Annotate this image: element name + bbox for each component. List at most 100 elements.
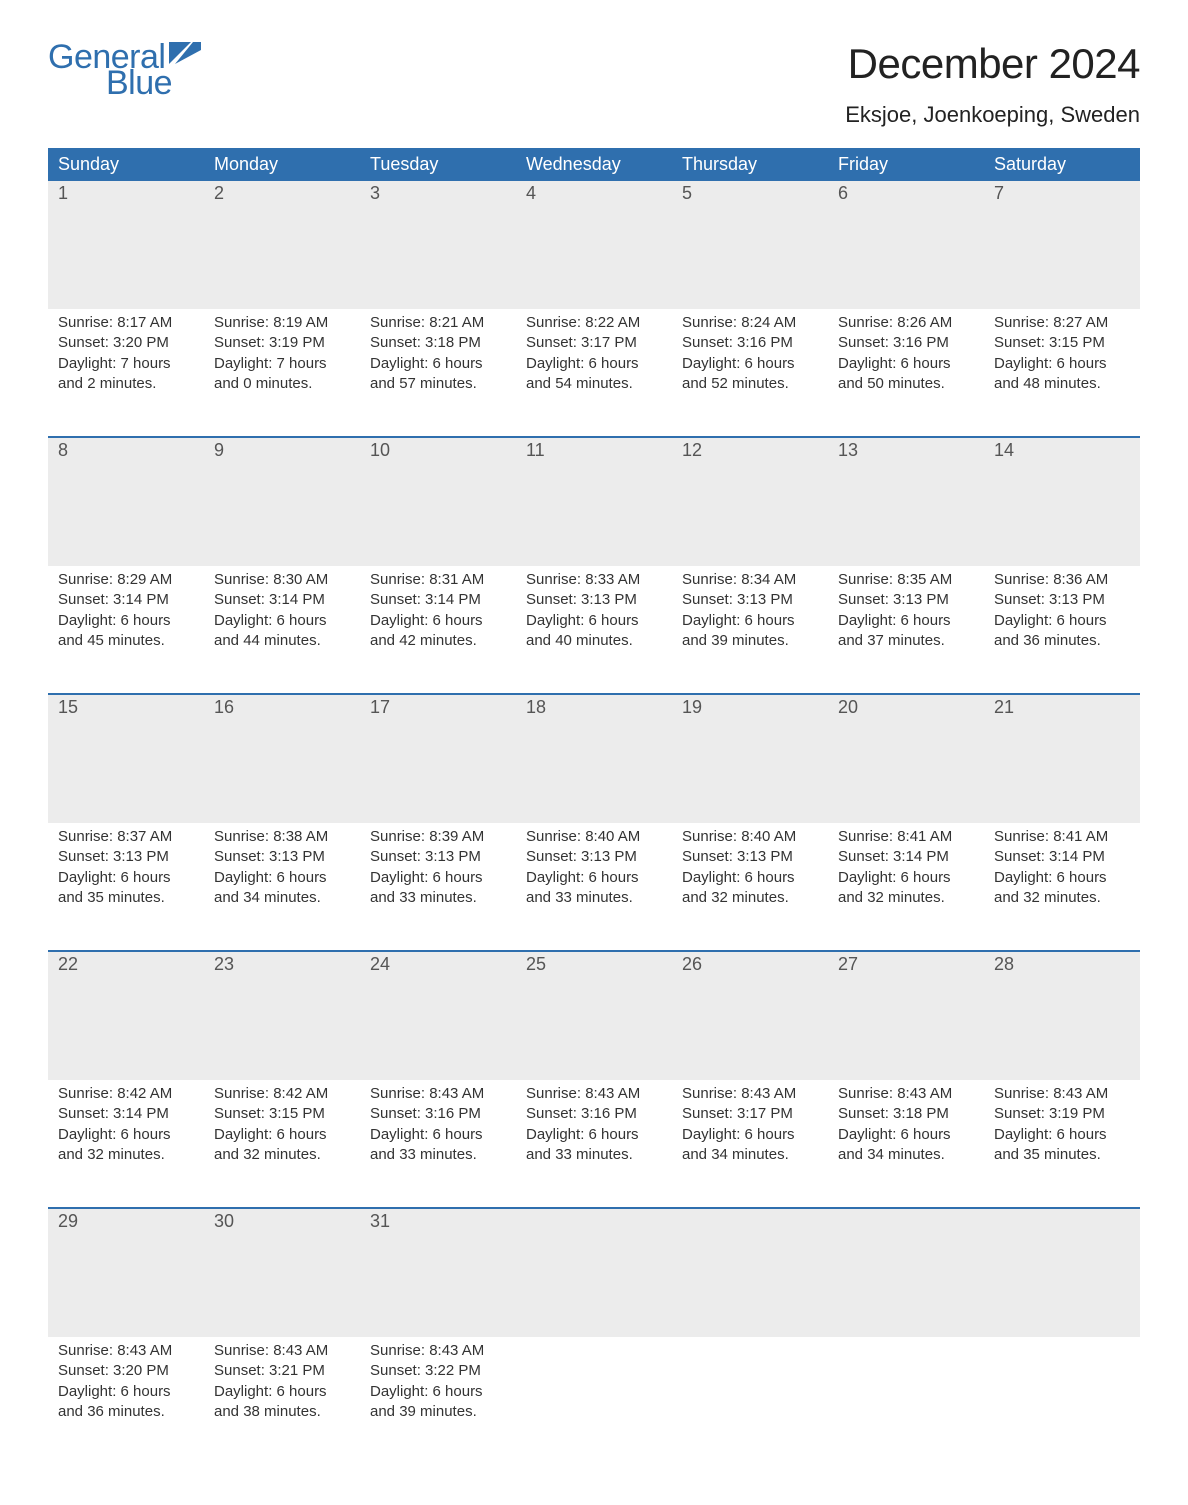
day-cell-body — [984, 1337, 1140, 1465]
day-sunrise: Sunrise: 8:31 AM — [370, 570, 506, 590]
day-detail: Sunrise: 8:43 AMSunset: 3:16 PMDaylight:… — [516, 1080, 672, 1175]
day-sunset: Sunset: 3:15 PM — [214, 1104, 350, 1124]
day-sunrise: Sunrise: 8:43 AM — [838, 1084, 974, 1104]
day-cell-body: Sunrise: 8:42 AMSunset: 3:15 PMDaylight:… — [204, 1080, 360, 1208]
day-number — [672, 1209, 828, 1213]
day-number-row: 1234567 — [48, 181, 1140, 309]
day-sunrise: Sunrise: 8:43 AM — [58, 1341, 194, 1361]
day-sunrise: Sunrise: 8:19 AM — [214, 313, 350, 333]
day-dl1: Daylight: 6 hours — [682, 1125, 818, 1145]
day-cell-body: Sunrise: 8:41 AMSunset: 3:14 PMDaylight:… — [984, 823, 1140, 951]
day-detail: Sunrise: 8:22 AMSunset: 3:17 PMDaylight:… — [516, 309, 672, 404]
day-dl1: Daylight: 6 hours — [370, 1125, 506, 1145]
day-number: 17 — [360, 695, 516, 720]
header: General Blue December 2024 Eksjoe, Joenk… — [48, 40, 1140, 142]
day-dl1: Daylight: 6 hours — [370, 354, 506, 374]
day-sunset: Sunset: 3:13 PM — [58, 847, 194, 867]
day-number: 5 — [672, 181, 828, 206]
weekday-header: Saturday — [984, 148, 1140, 181]
day-cell-body: Sunrise: 8:31 AMSunset: 3:14 PMDaylight:… — [360, 566, 516, 694]
day-dl1: Daylight: 6 hours — [526, 354, 662, 374]
day-cell-number: 1 — [48, 181, 204, 309]
day-cell-number: 2 — [204, 181, 360, 309]
day-cell-body — [828, 1337, 984, 1465]
day-sunset: Sunset: 3:13 PM — [370, 847, 506, 867]
day-dl2: and 50 minutes. — [838, 374, 974, 394]
day-dl2: and 32 minutes. — [994, 888, 1130, 908]
day-detail: Sunrise: 8:43 AMSunset: 3:17 PMDaylight:… — [672, 1080, 828, 1175]
day-cell-body: Sunrise: 8:30 AMSunset: 3:14 PMDaylight:… — [204, 566, 360, 694]
day-body-row: Sunrise: 8:37 AMSunset: 3:13 PMDaylight:… — [48, 823, 1140, 951]
day-sunset: Sunset: 3:14 PM — [58, 1104, 194, 1124]
day-dl2: and 45 minutes. — [58, 631, 194, 651]
day-sunrise: Sunrise: 8:43 AM — [994, 1084, 1130, 1104]
day-sunset: Sunset: 3:16 PM — [526, 1104, 662, 1124]
day-cell-number: 12 — [672, 438, 828, 566]
day-sunset: Sunset: 3:13 PM — [214, 847, 350, 867]
day-number — [828, 1209, 984, 1213]
day-dl1: Daylight: 6 hours — [682, 354, 818, 374]
day-sunset: Sunset: 3:13 PM — [838, 590, 974, 610]
day-sunset: Sunset: 3:22 PM — [370, 1361, 506, 1381]
day-detail: Sunrise: 8:21 AMSunset: 3:18 PMDaylight:… — [360, 309, 516, 404]
day-number: 30 — [204, 1209, 360, 1234]
day-dl2: and 33 minutes. — [370, 1145, 506, 1165]
day-detail: Sunrise: 8:19 AMSunset: 3:19 PMDaylight:… — [204, 309, 360, 404]
day-cell-body: Sunrise: 8:38 AMSunset: 3:13 PMDaylight:… — [204, 823, 360, 951]
day-number: 26 — [672, 952, 828, 977]
day-detail: Sunrise: 8:34 AMSunset: 3:13 PMDaylight:… — [672, 566, 828, 661]
day-detail: Sunrise: 8:41 AMSunset: 3:14 PMDaylight:… — [984, 823, 1140, 918]
day-number: 27 — [828, 952, 984, 977]
day-sunrise: Sunrise: 8:26 AM — [838, 313, 974, 333]
day-cell-body: Sunrise: 8:26 AMSunset: 3:16 PMDaylight:… — [828, 309, 984, 437]
day-detail: Sunrise: 8:43 AMSunset: 3:18 PMDaylight:… — [828, 1080, 984, 1175]
day-sunrise: Sunrise: 8:38 AM — [214, 827, 350, 847]
day-detail — [984, 1337, 1140, 1351]
day-detail: Sunrise: 8:41 AMSunset: 3:14 PMDaylight:… — [828, 823, 984, 918]
day-detail: Sunrise: 8:31 AMSunset: 3:14 PMDaylight:… — [360, 566, 516, 661]
day-dl1: Daylight: 6 hours — [370, 868, 506, 888]
day-number: 20 — [828, 695, 984, 720]
day-number-row: 293031 — [48, 1209, 1140, 1337]
day-dl2: and 48 minutes. — [994, 374, 1130, 394]
day-sunset: Sunset: 3:14 PM — [994, 847, 1130, 867]
day-dl1: Daylight: 6 hours — [994, 1125, 1130, 1145]
day-dl1: Daylight: 6 hours — [58, 611, 194, 631]
day-detail: Sunrise: 8:17 AMSunset: 3:20 PMDaylight:… — [48, 309, 204, 404]
day-detail — [516, 1337, 672, 1351]
day-dl1: Daylight: 7 hours — [58, 354, 194, 374]
day-cell-body: Sunrise: 8:43 AMSunset: 3:16 PMDaylight:… — [516, 1080, 672, 1208]
day-cell-number: 19 — [672, 695, 828, 823]
calendar-table: Sunday Monday Tuesday Wednesday Thursday… — [48, 148, 1140, 1465]
day-detail: Sunrise: 8:42 AMSunset: 3:14 PMDaylight:… — [48, 1080, 204, 1175]
day-sunrise: Sunrise: 8:43 AM — [370, 1084, 506, 1104]
day-detail: Sunrise: 8:24 AMSunset: 3:16 PMDaylight:… — [672, 309, 828, 404]
weekday-header-row: Sunday Monday Tuesday Wednesday Thursday… — [48, 148, 1140, 181]
day-number-row: 891011121314 — [48, 438, 1140, 566]
day-detail: Sunrise: 8:27 AMSunset: 3:15 PMDaylight:… — [984, 309, 1140, 404]
day-sunrise: Sunrise: 8:43 AM — [370, 1341, 506, 1361]
page-title: December 2024 — [845, 40, 1140, 88]
day-cell-number: 21 — [984, 695, 1140, 823]
weekday-header: Sunday — [48, 148, 204, 181]
day-detail: Sunrise: 8:35 AMSunset: 3:13 PMDaylight:… — [828, 566, 984, 661]
day-cell-number — [672, 1209, 828, 1337]
logo: General Blue — [48, 40, 201, 100]
day-number: 4 — [516, 181, 672, 206]
day-dl2: and 35 minutes. — [994, 1145, 1130, 1165]
day-sunrise: Sunrise: 8:41 AM — [838, 827, 974, 847]
day-detail: Sunrise: 8:39 AMSunset: 3:13 PMDaylight:… — [360, 823, 516, 918]
location-subtitle: Eksjoe, Joenkoeping, Sweden — [845, 102, 1140, 128]
day-sunrise: Sunrise: 8:42 AM — [214, 1084, 350, 1104]
day-body-row: Sunrise: 8:29 AMSunset: 3:14 PMDaylight:… — [48, 566, 1140, 694]
day-detail: Sunrise: 8:30 AMSunset: 3:14 PMDaylight:… — [204, 566, 360, 661]
day-dl2: and 32 minutes. — [838, 888, 974, 908]
day-cell-number: 22 — [48, 952, 204, 1080]
day-sunrise: Sunrise: 8:36 AM — [994, 570, 1130, 590]
day-sunset: Sunset: 3:14 PM — [838, 847, 974, 867]
day-sunset: Sunset: 3:14 PM — [214, 590, 350, 610]
day-cell-number: 26 — [672, 952, 828, 1080]
day-detail: Sunrise: 8:43 AMSunset: 3:20 PMDaylight:… — [48, 1337, 204, 1432]
day-cell-number: 25 — [516, 952, 672, 1080]
day-sunset: Sunset: 3:15 PM — [994, 333, 1130, 353]
